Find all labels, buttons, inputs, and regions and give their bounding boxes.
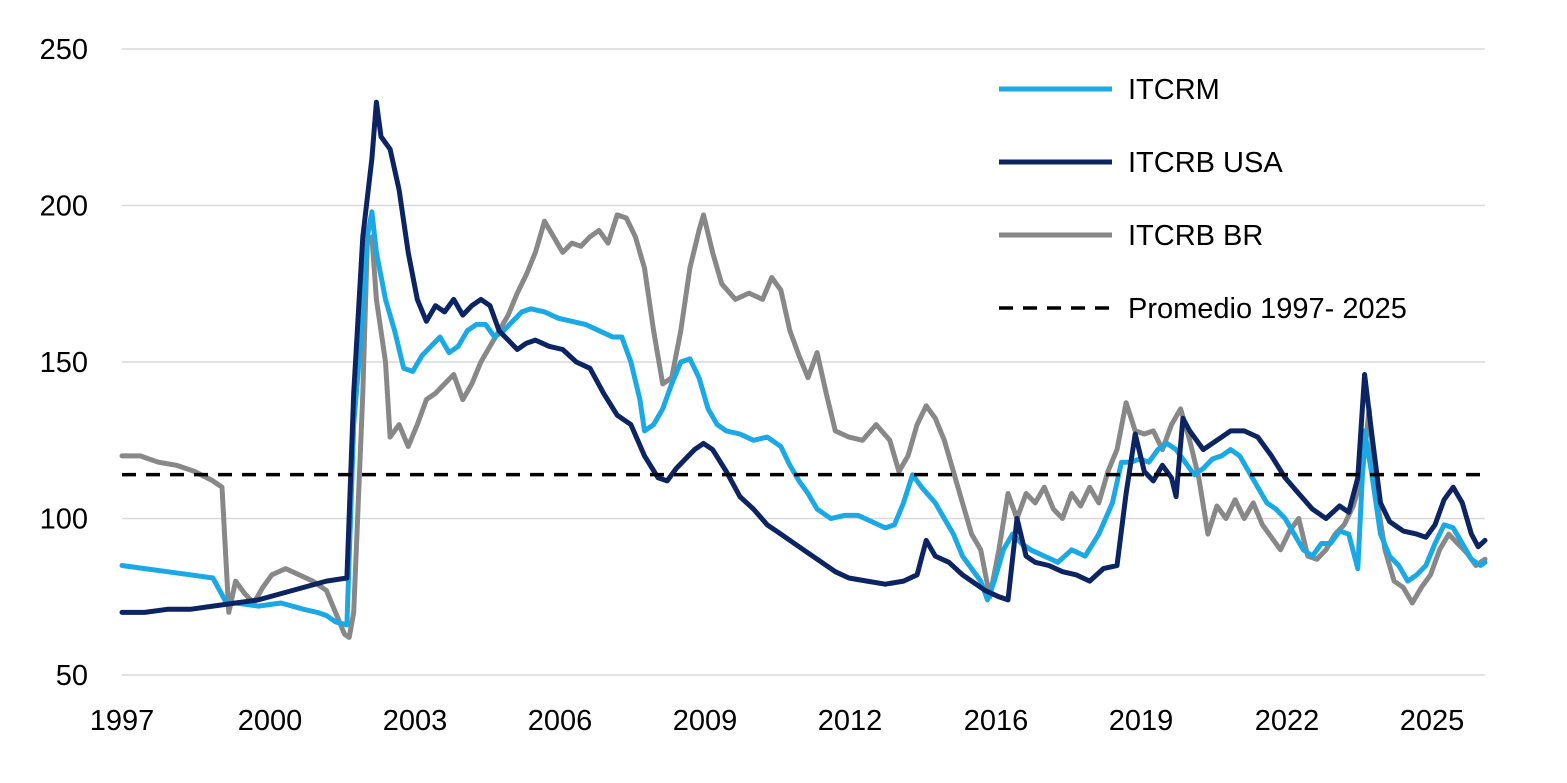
x-tick-label: 1997 — [90, 705, 155, 737]
x-tick-label: 2009 — [673, 705, 738, 737]
legend-label-itcrb-usa: ITCRB USA — [1128, 147, 1283, 179]
x-axis: 1997 2000 2003 2006 2009 2012 2016 2019 2022 2025 — [90, 705, 1465, 737]
y-tick-label: 200 — [40, 191, 88, 223]
legend: ITCRM ITCRB USA ITCRB BR Promedio 1997- 202… — [999, 74, 1407, 325]
y-axis: 50 100 150 200 250 — [40, 34, 88, 692]
legend-label-itcrm: ITCRM — [1128, 74, 1220, 106]
x-tick-label: 2022 — [1255, 705, 1320, 737]
series-line-itcrb-br — [119, 212, 1488, 640]
x-tick-label: 2012 — [818, 705, 883, 737]
x-tick-label: 2019 — [1109, 705, 1174, 737]
y-tick-label: 250 — [40, 34, 88, 66]
series-line-itcrb-usa — [119, 99, 1488, 615]
x-tick-label: 2025 — [1400, 705, 1465, 737]
x-tick-label: 2003 — [383, 705, 448, 737]
x-tick-label: 2016 — [964, 705, 1029, 737]
y-tick-label: 50 — [56, 660, 88, 692]
y-tick-label: 150 — [40, 347, 88, 379]
series-layer — [119, 99, 1488, 640]
series-line-itcrm — [119, 209, 1488, 628]
legend-label-promedio: Promedio 1997- 2025 — [1128, 293, 1407, 325]
x-tick-label: 2006 — [528, 705, 593, 737]
legend-label-itcrb-br: ITCRB BR — [1128, 220, 1263, 252]
y-tick-label: 100 — [40, 504, 88, 536]
x-tick-label: 2000 — [238, 705, 303, 737]
